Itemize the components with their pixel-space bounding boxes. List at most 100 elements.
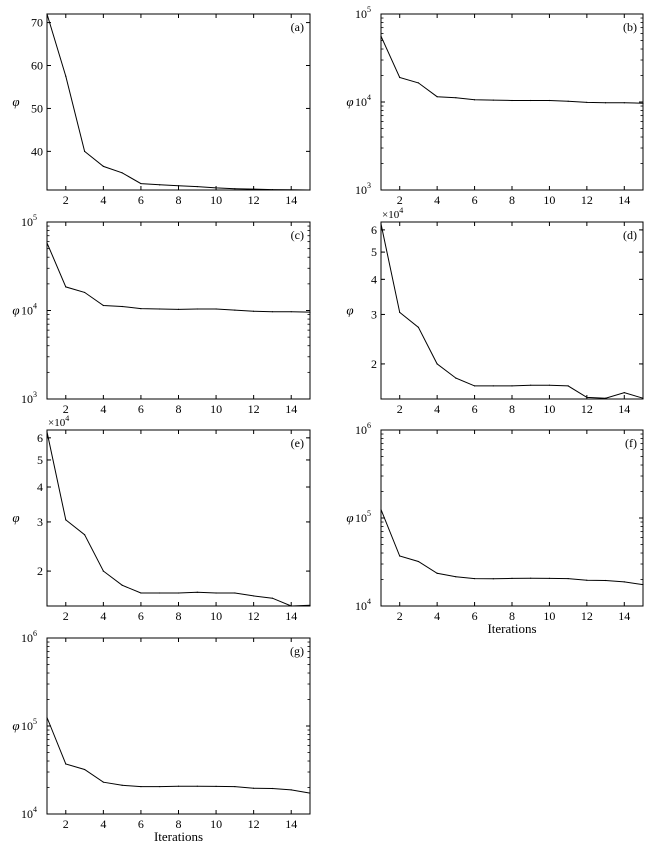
y-tick-label: 104	[355, 93, 371, 109]
data-point	[530, 99, 532, 102]
data-point	[234, 785, 236, 788]
data-point	[121, 584, 123, 586]
y-tick-label: 103	[355, 181, 371, 197]
data-point	[455, 377, 457, 379]
series-line	[380, 35, 644, 104]
x-tick-label: 8	[176, 193, 182, 207]
y-tick-label: 4	[37, 480, 43, 494]
y-tick-label: 6	[37, 431, 43, 445]
x-tick-label: 4	[434, 193, 440, 207]
x-tick-label: 10	[543, 193, 555, 207]
series-line	[380, 509, 644, 586]
panel-label: (e)	[291, 436, 304, 450]
x-tick-label: 10	[543, 402, 555, 416]
data-point	[511, 385, 513, 387]
data-point	[380, 223, 382, 225]
y-tick-label: 105	[21, 213, 37, 229]
x-tick-label: 12	[248, 402, 260, 416]
data-point	[177, 785, 180, 787]
x-tick-label: 6	[138, 609, 144, 623]
data-point	[177, 185, 180, 187]
chart-panel: 2 4 6 8 10 12 14 104 105 106 φ Iterations (f)	[346, 421, 644, 636]
data-point	[623, 581, 625, 583]
x-tick-label: 12	[581, 402, 593, 416]
data-point	[102, 570, 104, 572]
x-tick-label: 8	[509, 609, 515, 623]
y-tick-label: 103	[21, 390, 37, 406]
x-tick-label: 10	[210, 609, 222, 623]
x-tick-label: 10	[210, 817, 222, 831]
panel-label: (d)	[623, 228, 637, 242]
x-tick-label: 6	[472, 609, 478, 623]
data-point	[473, 99, 476, 101]
plot-frame	[46, 429, 311, 607]
data-point	[548, 577, 551, 579]
y-tick-label: 3	[371, 307, 377, 321]
y-tick-label: 40	[31, 144, 43, 158]
x-axis-label: Iterations	[487, 621, 536, 636]
data-point	[140, 182, 142, 185]
data-point	[473, 385, 476, 387]
data-point	[159, 785, 161, 788]
x-tick-label: 8	[176, 402, 182, 416]
y-tick-label: 5	[37, 453, 43, 467]
panel-label: (b)	[623, 20, 637, 34]
x-tick-label: 14	[285, 817, 297, 831]
data-point	[196, 591, 198, 593]
y-tick-label: 104	[355, 597, 371, 613]
data-point	[83, 291, 86, 294]
x-tick-label: 8	[509, 193, 515, 207]
data-point	[436, 572, 438, 574]
x-tick-label: 4	[100, 402, 106, 416]
data-point	[177, 592, 180, 594]
x-tick-label: 4	[434, 402, 440, 416]
data-point	[215, 308, 217, 310]
data-point	[290, 311, 292, 313]
data-point	[380, 35, 382, 37]
data-point	[83, 768, 86, 771]
x-tick-label: 14	[285, 402, 297, 416]
y-axis-label: φ	[12, 94, 19, 109]
x-tick-label: 10	[210, 193, 222, 207]
data-point	[215, 785, 217, 787]
data-point	[567, 385, 569, 387]
data-point	[46, 13, 48, 15]
data-point	[46, 716, 48, 719]
data-point	[492, 578, 494, 580]
plot-frame	[46, 221, 311, 400]
data-point	[290, 189, 292, 191]
chart-panel: 2 4 6 8 10 12 14 40 50 60 70 φ (a)	[12, 13, 311, 207]
chart-panel: 2 4 6 8 10 12 14 2 3 4 5 6 ×104 φ (d)	[346, 206, 644, 416]
y-axis-multiplier: ×104	[382, 206, 403, 221]
x-tick-label: 12	[581, 609, 593, 623]
x-tick-label: 4	[100, 193, 106, 207]
x-tick-label: 10	[543, 609, 555, 623]
data-point	[271, 311, 274, 313]
x-tick-label: 4	[100, 817, 106, 831]
data-point	[309, 604, 311, 606]
x-tick-label: 14	[618, 609, 630, 623]
y-tick-label: 105	[21, 717, 37, 733]
data-point	[309, 189, 311, 191]
data-point	[83, 534, 86, 536]
data-point	[586, 396, 588, 398]
data-point	[65, 75, 67, 77]
data-point	[121, 305, 123, 308]
x-tick-label: 2	[63, 193, 69, 207]
data-point	[196, 185, 198, 188]
data-point	[417, 560, 420, 563]
y-tick-label: 50	[31, 101, 43, 115]
data-point	[65, 519, 67, 521]
y-axis-label: φ	[346, 94, 353, 109]
data-point	[102, 781, 104, 783]
y-tick-label: 70	[31, 16, 43, 30]
x-tick-label: 14	[285, 193, 297, 207]
x-tick-label: 6	[138, 817, 144, 831]
data-point	[492, 385, 494, 387]
series-line	[46, 431, 311, 607]
data-point	[234, 592, 236, 594]
data-point	[530, 577, 532, 579]
data-point	[234, 188, 236, 190]
data-point	[290, 789, 292, 791]
